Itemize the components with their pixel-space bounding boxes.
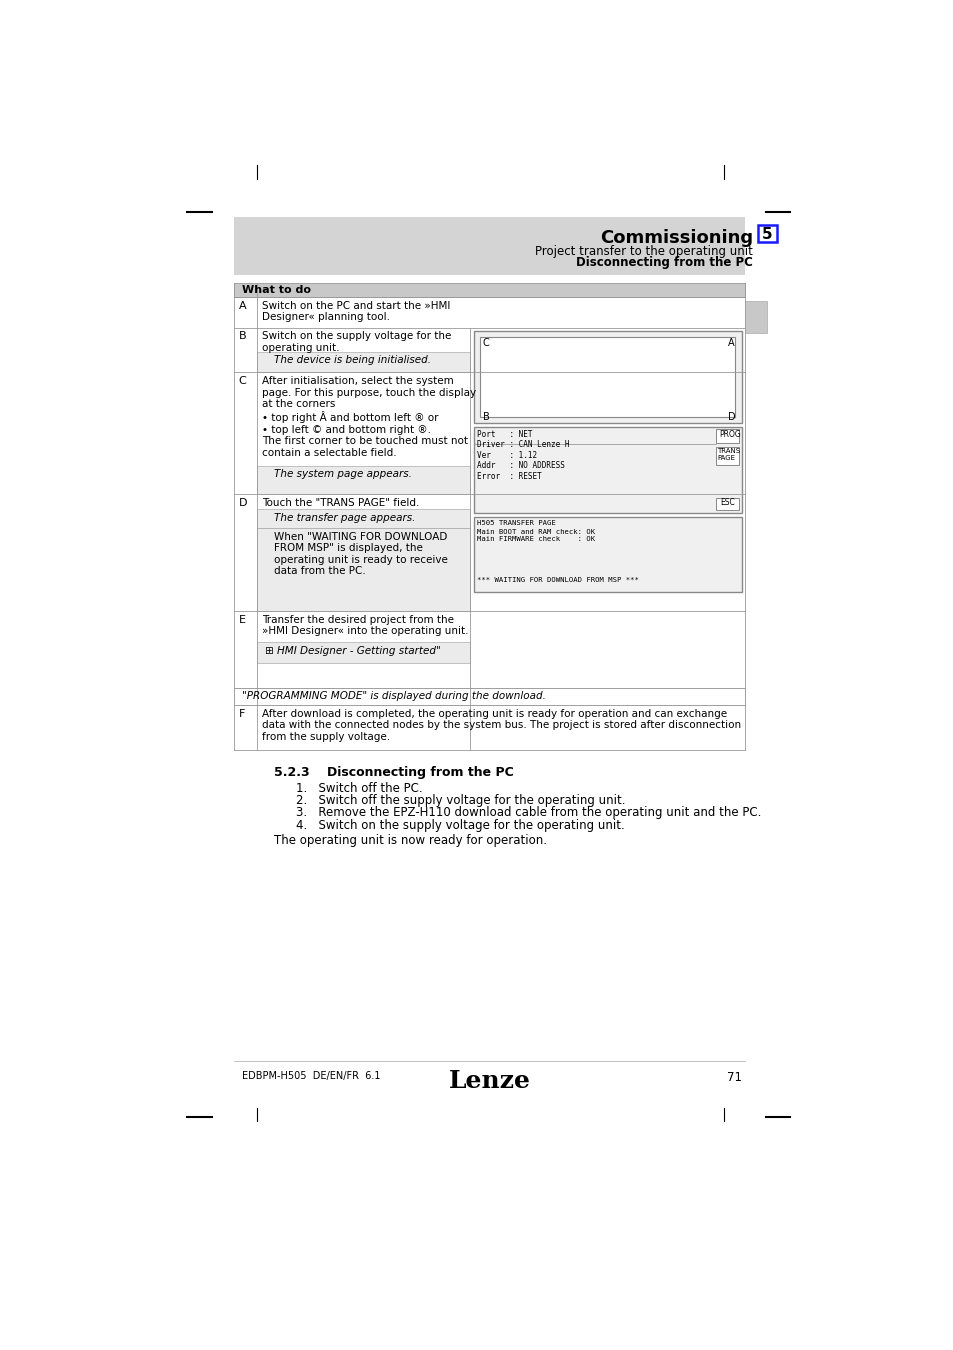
Text: 4.   Switch on the supply voltage for the operating unit.: 4. Switch on the supply voltage for the …: [295, 819, 624, 832]
Text: When "WAITING FOR DOWNLOAD
FROM MSP" is displayed, the
operating unit is ready t: When "WAITING FOR DOWNLOAD FROM MSP" is …: [274, 532, 448, 576]
Text: Switch on the supply voltage for the
operating unit.: Switch on the supply voltage for the ope…: [261, 331, 451, 352]
Text: Switch on the PC and start the »HMI
Designer« planning tool.: Switch on the PC and start the »HMI Desi…: [261, 301, 450, 323]
Bar: [716, 498, 739, 510]
Text: D: D: [238, 498, 247, 508]
Bar: [257, 352, 470, 373]
Text: Project transfer to the operating unit: Project transfer to the operating unit: [535, 246, 753, 258]
Text: A: A: [727, 339, 734, 348]
Text: E: E: [238, 614, 245, 625]
Bar: [716, 447, 739, 466]
Bar: [474, 517, 740, 593]
Text: After download is completed, the operating unit is ready for operation and can e: After download is completed, the operati…: [261, 709, 740, 742]
Text: *** WAITING FOR DOWNLOAD FROM MSP ***: *** WAITING FOR DOWNLOAD FROM MSP ***: [476, 576, 639, 583]
Text: The operating unit is now ready for operation.: The operating unit is now ready for oper…: [274, 834, 547, 848]
Bar: [233, 688, 744, 705]
Text: B: B: [482, 412, 489, 423]
Bar: [257, 509, 470, 528]
Bar: [757, 225, 777, 242]
Text: Disconnecting from the PC: Disconnecting from the PC: [327, 767, 513, 779]
Bar: [744, 301, 766, 333]
Text: After initialisation, select the system
page. For this purpose, touch the displa: After initialisation, select the system …: [261, 377, 476, 458]
Bar: [257, 528, 470, 612]
Text: C: C: [482, 339, 489, 348]
Bar: [474, 331, 740, 423]
Text: 71: 71: [726, 1071, 740, 1084]
Bar: [257, 641, 470, 663]
Bar: [257, 466, 470, 494]
Text: C: C: [238, 377, 246, 386]
Text: Main BOOT and RAM check: OK
Main FIRMWARE check    : OK: Main BOOT and RAM check: OK Main FIRMWAR…: [476, 529, 595, 543]
Text: The device is being initialised.: The device is being initialised.: [274, 355, 431, 366]
Text: The transfer page appears.: The transfer page appears.: [274, 513, 416, 522]
Text: "PROGRAMMING MODE" is displayed during the download.: "PROGRAMMING MODE" is displayed during t…: [241, 691, 545, 701]
Text: 2.   Switch off the supply voltage for the operating unit.: 2. Switch off the supply voltage for the…: [295, 794, 625, 807]
Text: EDBPM-H505  DE/EN/FR  6.1: EDBPM-H505 DE/EN/FR 6.1: [241, 1071, 380, 1080]
Text: Lenze: Lenze: [448, 1069, 530, 1094]
Text: TRANS
PAGE: TRANS PAGE: [717, 448, 740, 460]
Text: D: D: [727, 412, 735, 423]
Bar: [480, 336, 735, 417]
Text: B: B: [238, 331, 246, 342]
Bar: [474, 427, 740, 513]
Text: A: A: [238, 301, 246, 310]
Text: ESC: ESC: [720, 498, 734, 508]
Text: Transfer the desired project from the
»HMI Designer« into the operating unit.: Transfer the desired project from the »H…: [261, 614, 468, 636]
Text: PROG: PROG: [719, 429, 740, 439]
Text: F: F: [238, 709, 245, 718]
Text: Commissioning: Commissioning: [599, 230, 753, 247]
Text: H505 TRANSFER PAGE: H505 TRANSFER PAGE: [476, 520, 556, 526]
Text: 1.   Switch off the PC.: 1. Switch off the PC.: [295, 782, 422, 795]
Text: 3.   Remove the EPZ-H110 download cable from the operating unit and the PC.: 3. Remove the EPZ-H110 download cable fr…: [295, 806, 760, 819]
Text: 5.2.3: 5.2.3: [274, 767, 310, 779]
Text: Port   : NET
Driver : CAN Lenze H
Ver    : 1.12
Addr   : NO ADDRESS
Error  : RES: Port : NET Driver : CAN Lenze H Ver : 1.…: [476, 429, 569, 481]
Bar: [716, 429, 739, 443]
Bar: [233, 217, 744, 275]
Text: ⊞ HMI Designer - Getting started": ⊞ HMI Designer - Getting started": [265, 647, 440, 656]
Text: What to do: What to do: [241, 285, 311, 296]
Text: Touch the "TRANS PAGE" field.: Touch the "TRANS PAGE" field.: [261, 498, 418, 508]
Text: 5: 5: [761, 227, 772, 242]
Text: Disconnecting from the PC: Disconnecting from the PC: [576, 256, 753, 269]
Bar: [233, 284, 744, 297]
Text: The system page appears.: The system page appears.: [274, 470, 412, 479]
